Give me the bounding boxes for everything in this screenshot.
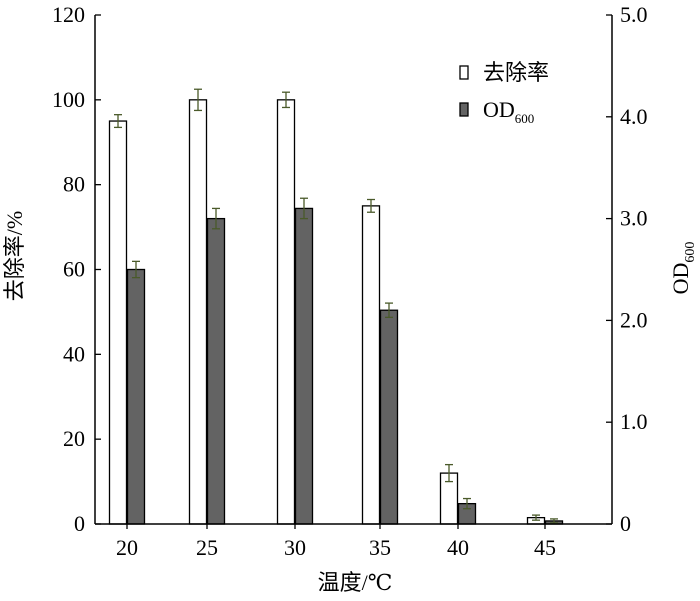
error-bar-removal-rate-20	[114, 114, 122, 129]
legend-swatch-od600	[459, 102, 469, 117]
ticks-layer: 0 20 40 60 80 100 120 0 1.0 2.0 3.0 4.0 5.0 20 25 30 35 4…	[52, 2, 648, 560]
right-axis-label-main: OD	[668, 263, 693, 295]
error-bar-od600-40	[463, 497, 471, 510]
legend-label-od600-main: OD	[483, 97, 515, 122]
right-axis-label-sub: 600	[683, 242, 698, 263]
left-tick-label: 60	[63, 257, 85, 282]
axes-layer	[94, 15, 613, 525]
error-bar-removal-rate-45	[532, 514, 540, 521]
error-bar-removal-rate-35	[367, 198, 375, 213]
right-tick-label: 4.0	[620, 104, 648, 129]
error-bar-od600-30	[300, 197, 308, 220]
left-tick-label: 100	[52, 87, 85, 112]
legend-item-removal-rate: 去除率	[459, 60, 549, 85]
x-tick-label: 20	[116, 535, 138, 560]
bar-removal-rate-30	[276, 99, 296, 525]
error-bar-removal-rate-40	[445, 463, 453, 483]
right-tick-label: 3.0	[620, 206, 648, 231]
left-tick-label: 80	[63, 172, 85, 197]
legend-item-od600: OD600	[459, 97, 534, 126]
right-tick-label: 0	[620, 511, 631, 536]
bar-removal-rate-25	[188, 99, 208, 525]
error-bar-od600-35	[385, 302, 393, 318]
bar-removal-rate-35	[361, 205, 381, 525]
left-tick-label: 120	[52, 2, 85, 27]
bar-od600-35	[379, 309, 399, 525]
right-axis-label: OD600	[668, 242, 698, 295]
error-bar-od600-45	[550, 518, 558, 524]
x-tick-label: 40	[447, 535, 469, 560]
right-tick-label: 2.0	[620, 307, 648, 332]
legend-swatch-removal-rate	[459, 65, 469, 80]
left-axis-label: 去除率/%	[2, 211, 27, 301]
left-tick-label: 0	[74, 511, 85, 536]
legend-label-od600: OD600	[483, 97, 534, 126]
bar-removal-rate-20	[108, 120, 128, 525]
error-bar-od600-25	[212, 207, 220, 230]
x-tick-label: 35	[369, 535, 391, 560]
legend-label-od600-sub: 600	[515, 111, 535, 126]
error-bar-removal-rate-25	[194, 88, 202, 112]
bars-layer	[108, 99, 564, 525]
x-tick-label: 30	[284, 535, 306, 560]
left-tick-label: 40	[63, 341, 85, 366]
legend: 去除率 OD600	[459, 60, 549, 126]
error-bar-removal-rate-30	[282, 91, 290, 109]
bar-od600-25	[206, 217, 226, 525]
error-bar-od600-20	[132, 260, 140, 279]
error-bars-layer	[114, 88, 558, 524]
bar-od600-20	[126, 268, 146, 525]
x-tick-label: 45	[534, 535, 556, 560]
legend-label-removal-rate: 去除率	[483, 60, 549, 85]
left-tick-label: 20	[63, 426, 85, 451]
right-tick-label: 1.0	[620, 409, 648, 434]
x-tick-label: 25	[196, 535, 218, 560]
right-tick-label: 5.0	[620, 2, 648, 27]
bar-od600-30	[294, 207, 314, 525]
x-axis-label: 温度/℃	[318, 570, 393, 595]
